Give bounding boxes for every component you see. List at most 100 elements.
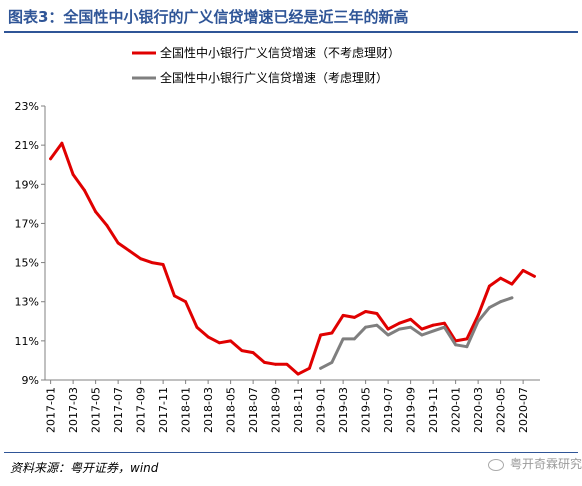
data-point xyxy=(139,257,143,261)
data-point xyxy=(375,323,379,327)
data-point xyxy=(499,300,502,304)
wechat-icon xyxy=(488,458,504,471)
data-point xyxy=(184,300,188,304)
series-red xyxy=(49,141,536,376)
y-tick-label: 15% xyxy=(15,257,39,270)
data-point xyxy=(319,366,322,370)
data-point xyxy=(386,333,390,337)
data-point xyxy=(49,157,52,161)
y-tick-label: 17% xyxy=(15,217,39,230)
data-point xyxy=(386,327,390,331)
y-tick-label: 11% xyxy=(15,335,39,348)
legend-label-gray: 全国性中小银行广义信贷增速（考虑理财） xyxy=(160,70,388,85)
data-point xyxy=(364,325,367,329)
data-point xyxy=(431,329,435,333)
x-tick-label: 2017-09 xyxy=(135,387,148,433)
x-tick-label: 2019-11 xyxy=(427,387,440,433)
data-point xyxy=(60,141,64,145)
x-tick-label: 2018-11 xyxy=(292,387,305,433)
data-point xyxy=(285,362,289,366)
data-point xyxy=(263,361,266,364)
data-point xyxy=(476,314,480,317)
y-tick-label: 21% xyxy=(15,139,39,152)
y-tick-label: 13% xyxy=(15,296,39,309)
data-point xyxy=(195,325,199,329)
x-tick-label: 2019-05 xyxy=(360,387,373,433)
x-tick-label: 2017-05 xyxy=(90,387,103,433)
data-point xyxy=(94,210,97,214)
x-tick-label: 2018-05 xyxy=(225,387,238,433)
data-point xyxy=(476,319,480,323)
data-point xyxy=(431,323,435,327)
x-tick-label: 2020-07 xyxy=(517,387,530,433)
x-tick-label: 2019-01 xyxy=(315,387,328,433)
source-note: 资料来源：粤开证券，wind xyxy=(10,461,159,475)
data-point xyxy=(150,261,154,264)
watermark: 粤开奇霖研究 xyxy=(488,455,582,472)
data-point xyxy=(521,269,525,272)
x-tick-label: 2017-11 xyxy=(157,387,170,433)
y-tick-label: 9% xyxy=(22,374,39,387)
data-point xyxy=(510,282,514,286)
data-point xyxy=(319,333,322,337)
footer-rule xyxy=(4,452,578,453)
x-tick-label: 2019-03 xyxy=(337,387,350,433)
data-point xyxy=(488,284,491,288)
data-point xyxy=(465,337,469,341)
data-point xyxy=(420,327,424,331)
data-point xyxy=(296,372,300,376)
data-point xyxy=(229,339,233,343)
y-tick-label: 19% xyxy=(15,178,39,191)
data-point xyxy=(398,327,401,331)
data-point xyxy=(308,366,311,370)
data-point xyxy=(161,263,165,266)
x-tick-label: 2018-07 xyxy=(247,387,260,433)
data-point xyxy=(341,337,345,341)
data-point xyxy=(274,362,277,366)
data-point xyxy=(330,361,334,364)
data-point xyxy=(341,314,345,317)
x-tick-label: 2019-09 xyxy=(405,387,418,433)
chart-axes: 9% 11% 13% 15% 17% 19% 21% 23% 2017-01 2017-03 201… xyxy=(15,100,540,433)
data-point xyxy=(364,310,367,313)
figure-title: 图表3：全国性中小银行的广义信贷增速已经是近三年的新高 xyxy=(8,8,409,26)
x-tick-label: 2019-07 xyxy=(382,387,395,433)
data-point xyxy=(251,351,255,354)
data-point xyxy=(353,316,356,319)
y-tick-label: 23% xyxy=(15,100,39,113)
data-point xyxy=(375,312,379,315)
legend-label-red: 全国性中小银行广义信贷增速（不考虑理财） xyxy=(160,45,400,60)
data-point xyxy=(173,294,176,298)
data-point xyxy=(353,337,356,341)
x-tick-label: 2020-05 xyxy=(495,387,508,433)
series-line xyxy=(319,296,514,370)
data-point xyxy=(240,349,244,352)
data-point xyxy=(533,274,536,278)
data-point xyxy=(330,331,334,335)
data-point xyxy=(465,345,469,349)
data-point xyxy=(218,341,221,345)
x-tick-label: 2020-03 xyxy=(472,387,485,433)
x-tick-label: 2017-03 xyxy=(67,387,80,433)
data-point xyxy=(83,188,86,192)
data-point xyxy=(127,249,131,253)
data-point xyxy=(499,276,502,280)
data-point xyxy=(116,241,120,245)
x-tick-label: 2018-03 xyxy=(202,387,215,433)
data-point xyxy=(510,296,514,300)
x-tick-label: 2017-07 xyxy=(112,387,125,433)
data-point xyxy=(443,321,446,325)
x-tick-label: 2017-01 xyxy=(45,387,58,433)
data-point xyxy=(206,335,210,339)
data-point xyxy=(409,317,412,321)
series-gray xyxy=(319,296,514,370)
series-line xyxy=(49,141,536,376)
data-point xyxy=(105,224,109,227)
x-tick-label: 2020-01 xyxy=(450,387,463,433)
data-point xyxy=(420,333,424,337)
data-point xyxy=(409,325,412,329)
x-tick-label: 2018-09 xyxy=(270,387,283,433)
x-tick-label: 2018-01 xyxy=(180,387,193,433)
data-point xyxy=(488,306,491,309)
